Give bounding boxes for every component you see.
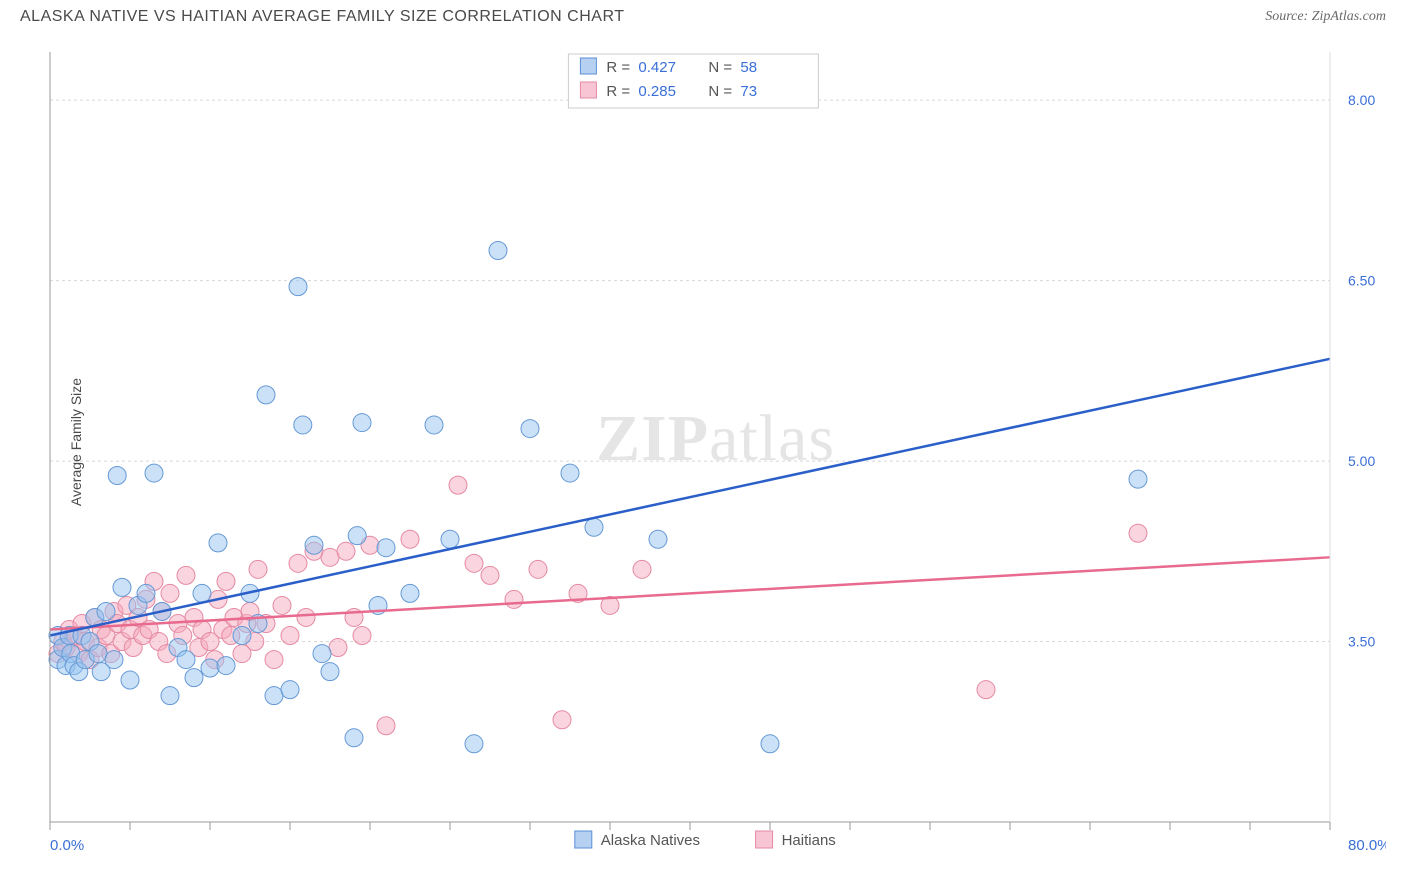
data-point <box>201 659 219 677</box>
data-point <box>145 464 163 482</box>
chart-svg: 3.50 5.00 6.50 8.00 ZIPatlas 0.0% 80.0% R = 0.42… <box>20 32 1386 872</box>
chart-header: ALASKA NATIVE VS HAITIAN AVERAGE FAMILY … <box>0 0 1406 32</box>
chart-container: Average Family Size 3.50 5.00 6.50 8.00 ZIPa… <box>20 32 1386 852</box>
data-point <box>105 651 123 669</box>
x-min-label: 0.0% <box>50 837 84 854</box>
data-point <box>465 554 483 572</box>
data-point <box>321 663 339 681</box>
legend-r-label: R = <box>606 59 630 76</box>
data-point <box>177 566 195 584</box>
data-point <box>1129 524 1147 542</box>
watermark: ZIPatlas <box>596 402 835 475</box>
chart-title: ALASKA NATIVE VS HAITIAN AVERAGE FAMILY … <box>20 8 624 26</box>
data-point <box>345 729 363 747</box>
source-prefix: Source: <box>1265 9 1312 24</box>
legend-swatch <box>756 831 773 848</box>
y-tick-label: 5.00 <box>1348 453 1375 469</box>
legend-swatch <box>575 831 592 848</box>
data-point <box>185 669 203 687</box>
legend-series-label: Alaska Natives <box>601 832 700 849</box>
legend-r-value: 0.427 <box>638 59 676 76</box>
data-point <box>481 566 499 584</box>
data-point <box>425 416 443 434</box>
data-point <box>321 548 339 566</box>
data-point <box>633 560 651 578</box>
data-point <box>217 572 235 590</box>
data-point <box>521 420 539 438</box>
legend-swatch <box>580 82 596 98</box>
data-point <box>137 584 155 602</box>
data-point <box>305 536 323 554</box>
legend-n-label: N = <box>708 83 732 100</box>
legend-r-label: R = <box>606 83 630 100</box>
data-point <box>353 627 371 645</box>
data-point <box>233 627 251 645</box>
data-point <box>281 627 299 645</box>
data-point <box>465 735 483 753</box>
data-point <box>89 645 107 663</box>
data-point <box>377 539 395 557</box>
data-point <box>193 584 211 602</box>
data-point <box>313 645 331 663</box>
legend-n-value: 73 <box>740 83 757 100</box>
legend-series-label: Haitians <box>782 832 836 849</box>
data-point <box>649 530 667 548</box>
data-point <box>113 578 131 596</box>
data-point <box>265 687 283 705</box>
y-tick-label: 6.50 <box>1348 273 1375 289</box>
data-point <box>161 584 179 602</box>
data-point <box>273 596 291 614</box>
chart-source: Source: ZipAtlas.com <box>1265 9 1386 25</box>
data-point <box>289 278 307 296</box>
data-point <box>585 518 603 536</box>
data-point <box>1129 470 1147 488</box>
data-point <box>561 464 579 482</box>
data-point <box>401 530 419 548</box>
data-point <box>449 476 467 494</box>
y-axis-label: Average Family Size <box>68 378 84 506</box>
data-point <box>353 414 371 432</box>
legend-n-label: N = <box>708 59 732 76</box>
data-point <box>401 584 419 602</box>
y-tick-label: 3.50 <box>1348 634 1375 650</box>
source-name: ZipAtlas.com <box>1312 9 1386 24</box>
legend-n-value: 58 <box>740 59 757 76</box>
legend-swatch <box>580 58 596 74</box>
data-point <box>257 386 275 404</box>
data-point <box>108 467 126 485</box>
data-point <box>348 527 366 545</box>
legend-r-value: 0.285 <box>638 83 676 100</box>
data-point <box>161 687 179 705</box>
y-tick-label: 8.00 <box>1348 92 1375 108</box>
data-point <box>121 671 139 689</box>
data-point <box>249 560 267 578</box>
x-max-label: 80.0% <box>1348 837 1386 854</box>
data-point <box>441 530 459 548</box>
data-point <box>297 608 315 626</box>
data-point <box>289 554 307 572</box>
data-point <box>294 416 312 434</box>
data-point <box>97 602 115 620</box>
data-point <box>281 681 299 699</box>
data-point <box>217 657 235 675</box>
data-point <box>377 717 395 735</box>
data-point <box>265 651 283 669</box>
data-point <box>761 735 779 753</box>
data-point <box>337 542 355 560</box>
data-point <box>329 639 347 657</box>
data-point <box>209 534 227 552</box>
data-point <box>489 242 507 260</box>
data-point <box>177 651 195 669</box>
data-point <box>505 590 523 608</box>
data-point <box>529 560 547 578</box>
data-point <box>977 681 995 699</box>
data-point <box>553 711 571 729</box>
